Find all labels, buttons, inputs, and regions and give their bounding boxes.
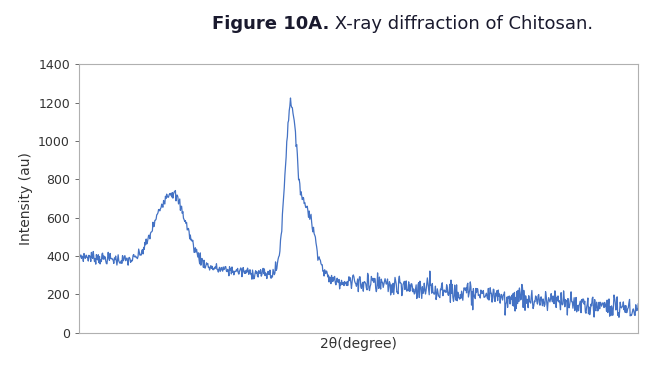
X-axis label: 2θ(degree): 2θ(degree) [320,337,397,351]
Text: X-ray diffraction of Chitosan.: X-ray diffraction of Chitosan. [329,15,593,33]
Y-axis label: Intensity (au): Intensity (au) [18,152,32,245]
Text: Figure 10A.: Figure 10A. [212,15,329,33]
